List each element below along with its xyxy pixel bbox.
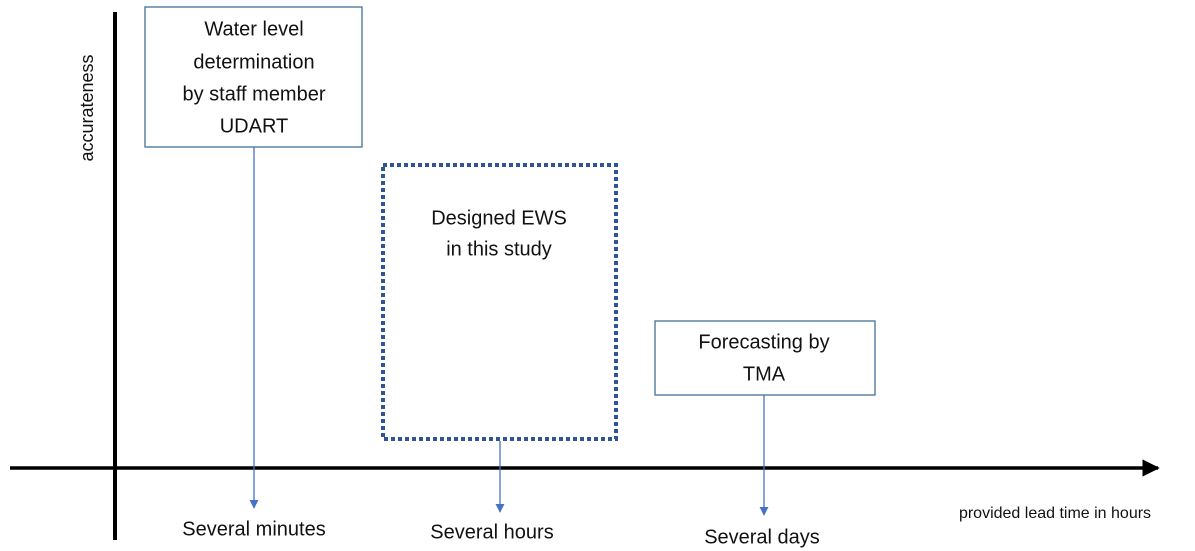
box-text: by staff member — [182, 83, 325, 105]
box-text: Forecasting by — [698, 331, 829, 353]
tick-label: Several hours — [430, 521, 553, 543]
box-text: UDART — [220, 115, 289, 137]
box-text: determination — [193, 51, 314, 73]
box — [144, 6, 363, 148]
tick-label: Several minutes — [182, 518, 325, 540]
x-axis-label: provided lead time in hours — [959, 505, 1151, 522]
box — [654, 320, 876, 396]
y-axis-label: accurateness — [77, 54, 97, 161]
box-dotted — [381, 163, 618, 441]
box-text: Designed EWS — [431, 207, 567, 229]
box-text: in this study — [446, 238, 552, 260]
box-text: Water level — [204, 18, 303, 40]
tick-label: Several days — [704, 526, 820, 548]
box-text: TMA — [743, 363, 786, 385]
